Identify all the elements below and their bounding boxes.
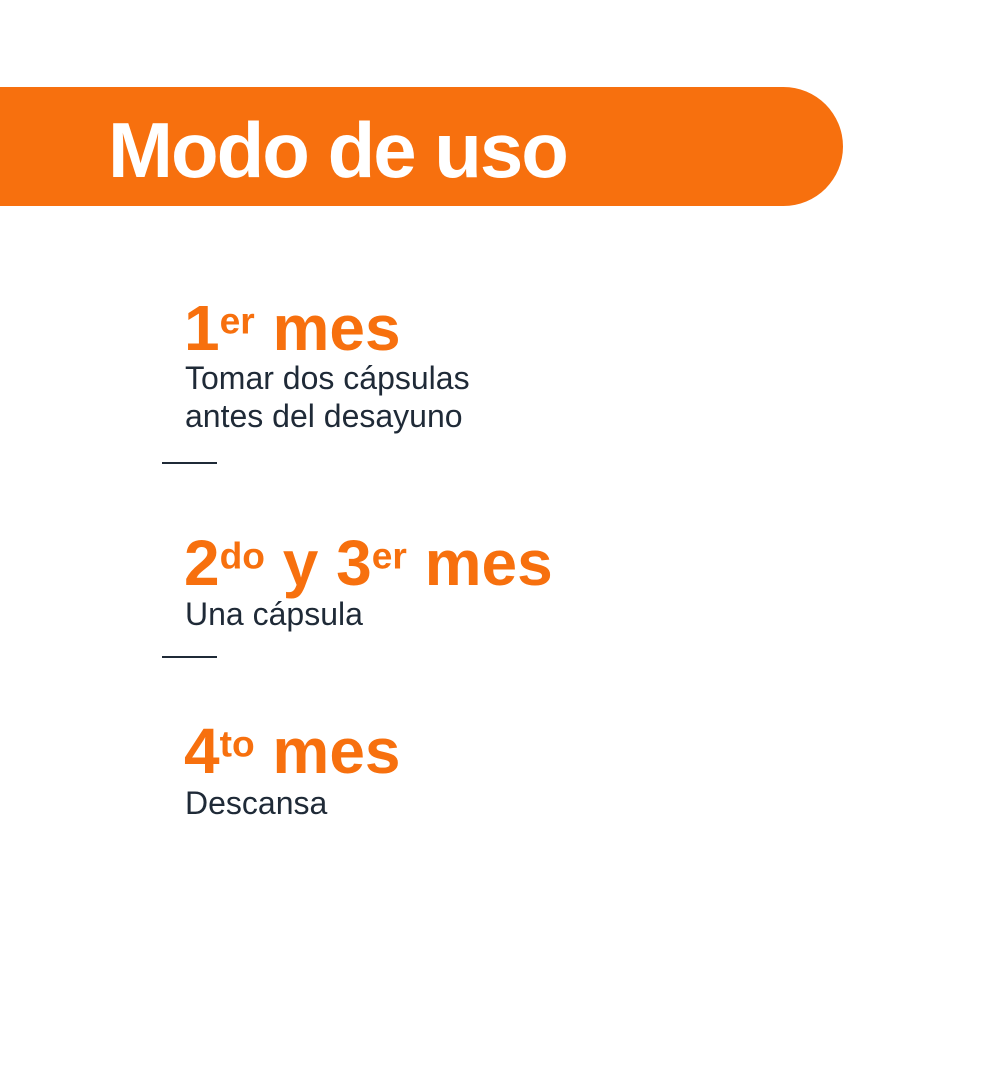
desc-line: Una cápsula <box>185 596 363 632</box>
section-heading-mes-1: 1er mes <box>184 296 401 360</box>
heading-ordinal-suffix: to <box>219 722 255 765</box>
section-divider <box>162 462 217 464</box>
heading-text: mes <box>406 527 553 599</box>
heading-ordinal-suffix: er <box>219 299 255 342</box>
desc-line: Tomar dos cápsulas <box>185 360 470 396</box>
desc-line: antes del desayuno <box>185 398 463 434</box>
section-desc-mes-2-3: Una cápsula <box>185 595 363 633</box>
heading-text: mes <box>254 292 401 364</box>
section-desc-mes-1: Tomar dos cápsulas antes del desayuno <box>185 359 470 435</box>
section-desc-mes-4: Descansa <box>185 784 327 822</box>
desc-line: Descansa <box>185 785 328 821</box>
banner-title: Modo de uso <box>108 105 569 194</box>
heading-text: 4 <box>184 715 220 787</box>
heading-text: mes <box>254 715 401 787</box>
heading-text: 2 <box>184 527 220 599</box>
section-heading-mes-2-3: 2do y 3er mes <box>184 531 553 595</box>
heading-text: 1 <box>184 292 220 364</box>
section-heading-mes-4: 4to mes <box>184 719 401 783</box>
heading-ordinal-suffix: do <box>219 534 265 577</box>
heading-text: y 3 <box>264 527 372 599</box>
modo-de-uso-banner: Modo de uso <box>0 87 843 206</box>
section-divider <box>162 656 217 658</box>
heading-ordinal-suffix: er <box>371 534 407 577</box>
